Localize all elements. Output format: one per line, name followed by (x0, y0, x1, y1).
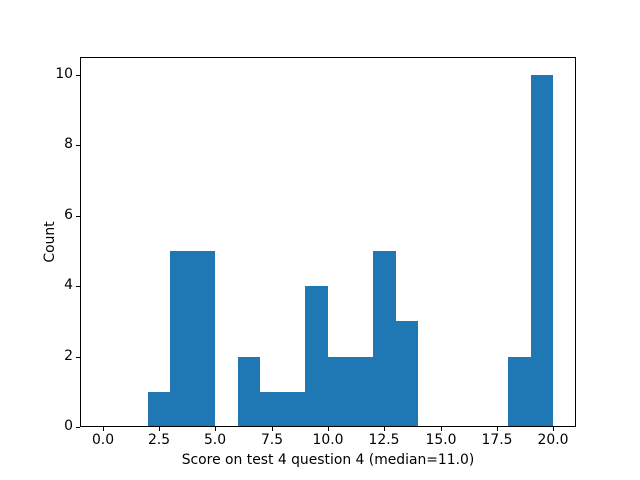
x-axis-tick-label: 12.5 (368, 432, 400, 448)
x-axis-tick-label: 17.5 (481, 432, 513, 448)
histogram-bar (260, 392, 283, 427)
histogram-bar (373, 251, 396, 427)
y-axis-tick-label: 4 (64, 277, 73, 294)
histogram-bar (328, 357, 351, 427)
x-axis-tick-mark (328, 427, 329, 431)
y-axis-tick-mark (76, 75, 80, 76)
histogram-bar (531, 75, 553, 427)
x-axis-tick-label: 7.5 (260, 432, 284, 448)
x-axis-tick-mark (215, 427, 216, 431)
y-axis-tick-label: 8 (64, 136, 73, 153)
histogram-bar (396, 321, 418, 427)
y-axis-tick-label: 10 (55, 66, 73, 83)
x-axis-tick-label: 15.0 (425, 432, 457, 448)
histogram-bar (193, 251, 215, 427)
x-axis-label: Score on test 4 question 4 (median=11.0) (181, 452, 475, 468)
x-axis-tick-mark (497, 427, 498, 431)
histogram-bar (148, 392, 170, 427)
histogram-bar (305, 286, 328, 427)
y-axis-tick-mark (76, 145, 80, 146)
x-axis-tick-label: 10.0 (312, 432, 344, 448)
x-axis-tick-label: 2.5 (147, 432, 171, 448)
x-axis-tick-mark (159, 427, 160, 431)
x-axis-tick-mark (553, 427, 554, 431)
y-axis-tick-mark (76, 427, 80, 428)
x-axis-tick-mark (384, 427, 385, 431)
histogram-bar (170, 251, 193, 427)
x-axis-tick-label: 0.0 (91, 432, 115, 448)
x-axis-tick-label: 5.0 (203, 432, 227, 448)
x-axis-tick-label: 20.0 (537, 432, 569, 448)
y-axis-tick-label: 2 (64, 348, 73, 365)
histogram-bar (238, 357, 260, 427)
x-axis-tick-mark (103, 427, 104, 431)
histogram-bar (283, 392, 305, 427)
x-axis-tick-mark (441, 427, 442, 431)
y-axis-tick-label: 0 (64, 418, 73, 435)
x-axis-tick-mark (272, 427, 273, 431)
y-axis-label: Count (42, 221, 59, 263)
y-axis-tick-mark (76, 216, 80, 217)
histogram-bar (351, 357, 373, 427)
y-axis-tick-mark (76, 357, 80, 358)
y-axis-tick-label: 6 (64, 207, 73, 224)
y-axis-tick-mark (76, 286, 80, 287)
histogram-bar (508, 357, 531, 427)
